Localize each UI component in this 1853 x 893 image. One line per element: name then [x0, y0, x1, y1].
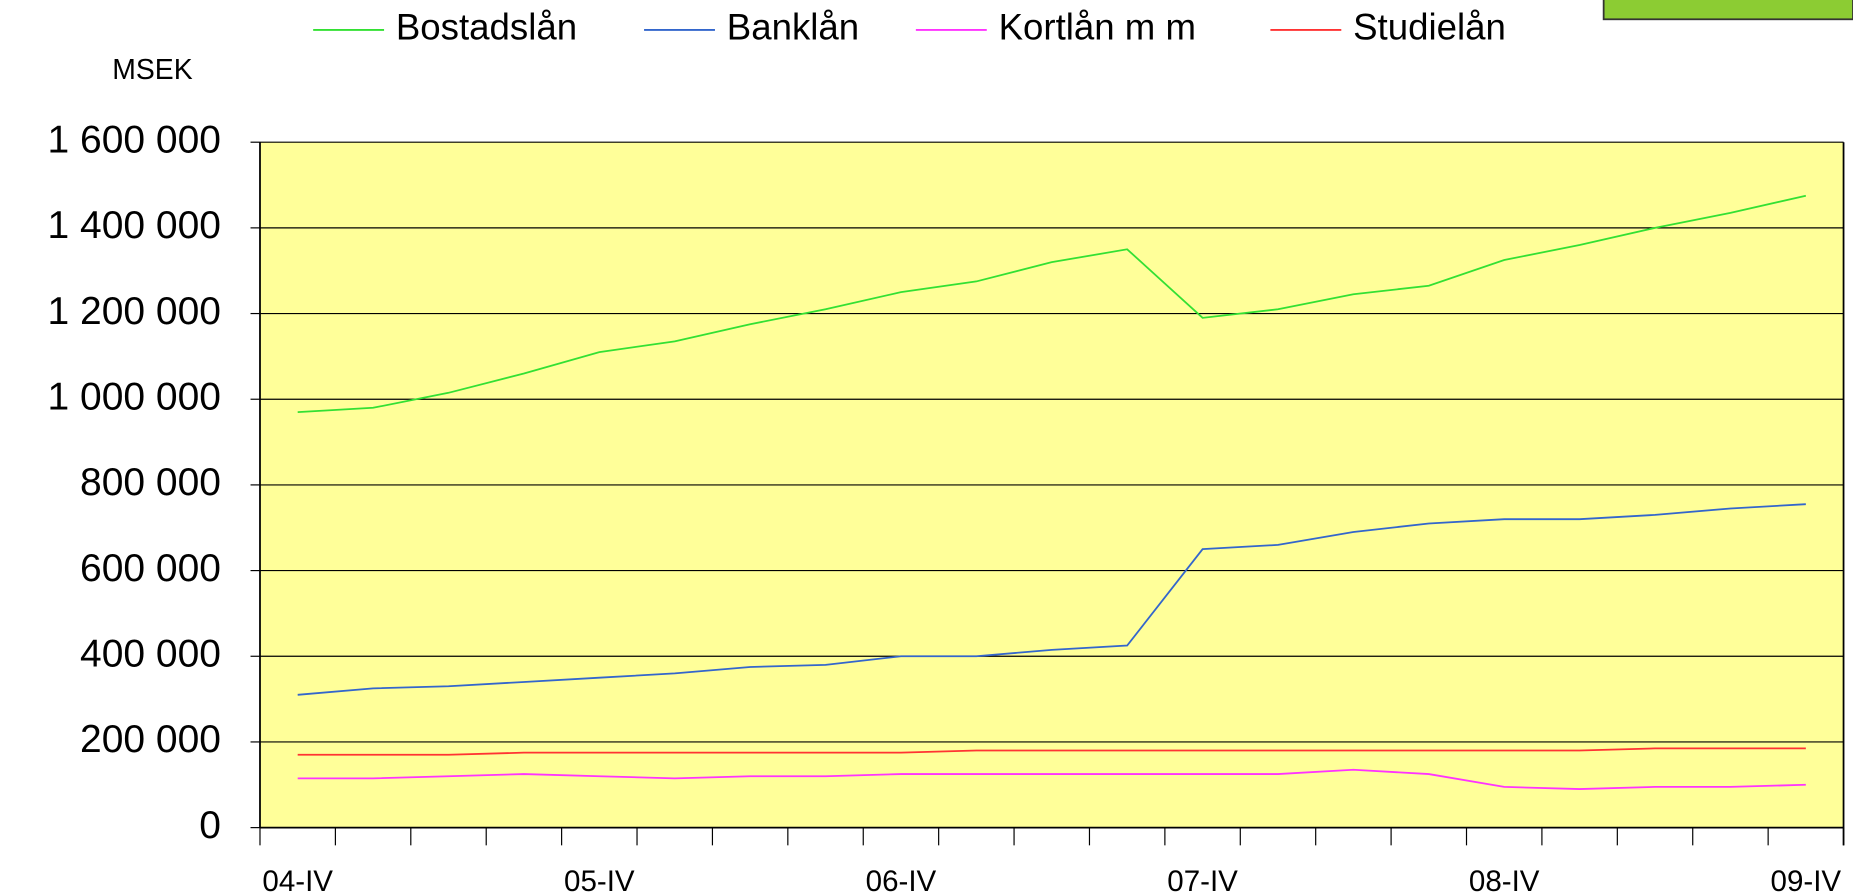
series-line: [297, 503, 1806, 696]
series-line: [297, 194, 1807, 413]
series-line: [297, 747, 1806, 756]
y-tick-label: 800 000: [80, 461, 221, 504]
y-tick-label: 1 400 000: [48, 204, 221, 247]
y-tick-label: 200 000: [80, 718, 221, 761]
x-tick-label: 05-IV: [564, 865, 635, 893]
x-tick-label: 06-IV: [866, 865, 937, 893]
y-tick-label: 1 600 000: [48, 118, 221, 161]
y-tick-label: 1 200 000: [48, 290, 221, 333]
y-tick-label: 1 000 000: [48, 376, 221, 419]
x-tick-label: 07-IV: [1167, 865, 1238, 893]
y-tick-label: 600 000: [80, 547, 221, 590]
legend-label: Kortlån m m: [999, 7, 1196, 48]
legend-label: Banklån: [727, 7, 859, 48]
y-tick-label: 400 000: [80, 633, 221, 676]
series-line: [297, 768, 1806, 790]
x-tick-label: 04-IV: [262, 865, 333, 893]
legend-label: Bostadslån: [396, 7, 577, 48]
legend-label: Studielån: [1353, 7, 1506, 48]
x-tick-label: 09-IV: [1771, 865, 1842, 893]
corner-box: [1602, 0, 1853, 21]
y-tick-label: 0: [199, 804, 221, 847]
x-tick-label: 08-IV: [1469, 865, 1540, 893]
y-axis-label: MSEK: [112, 54, 192, 86]
